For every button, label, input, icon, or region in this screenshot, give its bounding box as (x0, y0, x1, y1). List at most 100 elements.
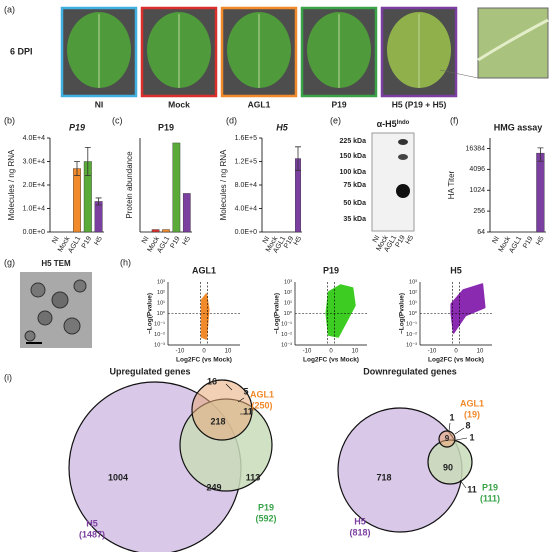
volcano-title: AGL1 (192, 265, 216, 275)
x-tick-label: P19 (81, 235, 93, 249)
set-label: AGL1 (250, 389, 274, 399)
x-tick-label: H5 (93, 235, 104, 246)
y-tick-label: 4.0E+4 (23, 135, 45, 142)
leaf-label: NI (95, 99, 104, 109)
point-cloud (325, 284, 356, 338)
y-tick-label: 10² (409, 290, 417, 296)
set-label: AGL1 (460, 398, 484, 408)
venn-count: 1004 (108, 472, 128, 482)
x-tick-label: P19 (169, 235, 181, 249)
set-label: P19 (482, 482, 498, 492)
venn-count: 16 (207, 376, 217, 386)
venn-title: Downregulated genes (363, 366, 457, 376)
agl1-circle (191, 379, 253, 441)
y-tick-label: 1.0E+4 (23, 205, 45, 212)
marker-label: 100 kDa (340, 169, 367, 176)
y-tick-label: 10⁻² (154, 332, 165, 338)
particle (63, 317, 81, 335)
set-label: (250) (251, 400, 272, 410)
zoom-link (439, 69, 479, 79)
volcano-title: H5 (450, 265, 462, 275)
particle (30, 282, 46, 298)
panel-label: (b) (4, 115, 15, 125)
particle (24, 330, 36, 342)
y-tick-label: 1.6E+5 (235, 135, 257, 142)
venn-count: 718 (376, 472, 391, 482)
panel-label: (d) (226, 115, 237, 125)
y-tick-label: 10³ (409, 279, 417, 285)
venn-count: 1 (449, 412, 454, 422)
x-tick-label: 10 (477, 349, 484, 355)
panel-label: (g) (4, 257, 15, 267)
blot (371, 132, 415, 232)
tem-title: H5 TEM (41, 259, 71, 268)
x-axis-label: Log2FC (vs Mock) (303, 357, 359, 364)
y-tick-label: 10⁻¹ (154, 321, 165, 327)
y-tick-label: 10⁻² (406, 332, 417, 338)
tem-image (20, 272, 92, 348)
x-tick-label: H5 (293, 235, 304, 246)
y-tick-label: 10⁻¹ (406, 321, 417, 327)
set-label: (1487) (79, 529, 105, 539)
error-bar (74, 161, 80, 176)
y-tick-label: 10¹ (284, 300, 292, 306)
venn-up (68, 379, 273, 552)
y-axis-label: −Log(Pvalue) (147, 293, 154, 334)
panel-label: (c) (112, 115, 123, 125)
x-tick-label: 0 (329, 349, 333, 355)
x-tick-label: 0 (454, 349, 458, 355)
x-tick-label: NI (262, 235, 272, 245)
y-tick-label: 8.0E+4 (235, 182, 257, 189)
marker-label: 35 kDa (343, 216, 366, 223)
zoom-vein (477, 18, 549, 62)
y-tick-label: 10⁰ (284, 310, 293, 317)
blot-title-main: α-H5 (377, 119, 397, 129)
set-label: (19) (464, 409, 480, 419)
x-tick-label: -10 (176, 349, 185, 355)
volcano-title: P19 (323, 265, 339, 275)
y-tick-label: 3.0E+4 (23, 158, 45, 165)
y-tick-label: 10⁻³ (281, 342, 292, 348)
venn-count: 113 (246, 472, 261, 482)
venn-count: 249 (206, 482, 221, 492)
x-tick-label: NI (51, 235, 61, 245)
panel-label: (f) (450, 115, 459, 125)
venn-title: Upregulated genes (109, 366, 190, 376)
leader (225, 383, 246, 415)
y-tick-label: 16384 (466, 145, 486, 152)
y-tick-label: 0.0E+0 (235, 229, 257, 236)
particle (51, 291, 69, 309)
x-axis-label: Log2FC (vs Mock) (428, 357, 484, 364)
y-tick-label: 2.0E+4 (23, 182, 45, 189)
marker-label: 225 kDa (340, 138, 367, 145)
venn-count: 11 (467, 484, 477, 494)
particle (37, 310, 53, 326)
y-tick-label: 1.2E+5 (235, 158, 257, 165)
agl1-circle (438, 430, 456, 448)
marker-label: 150 kDa (340, 153, 367, 160)
bar (162, 229, 170, 233)
venn-count: 1 (469, 432, 474, 442)
venn-count: 5 (243, 386, 248, 396)
blot-title: α-H5Indo (377, 119, 410, 129)
blot-title-sup: Indo (397, 120, 410, 126)
set-label: H5 (86, 518, 98, 528)
x-tick-label: -10 (428, 349, 437, 355)
panel-label: (a) (4, 4, 15, 14)
venn-count: 90 (443, 462, 453, 472)
y-tick-label: 256 (473, 208, 485, 215)
point-cloud (450, 283, 486, 334)
band (398, 139, 408, 145)
error-bar (95, 197, 102, 206)
panel-label: (h) (120, 257, 131, 267)
marker-label: 75 kDa (343, 182, 366, 189)
bar (73, 168, 81, 233)
venn-down (337, 407, 473, 533)
chart-title: H5 (276, 122, 288, 132)
y-axis-label: −Log(Pvalue) (274, 293, 281, 334)
y-axis-label: HA Titer (447, 170, 456, 199)
x-tick-label: NI (141, 235, 151, 245)
y-tick-label: 10³ (284, 279, 292, 285)
y-tick-label: 10⁻² (281, 332, 292, 338)
x-tick-label: NI (491, 235, 501, 245)
